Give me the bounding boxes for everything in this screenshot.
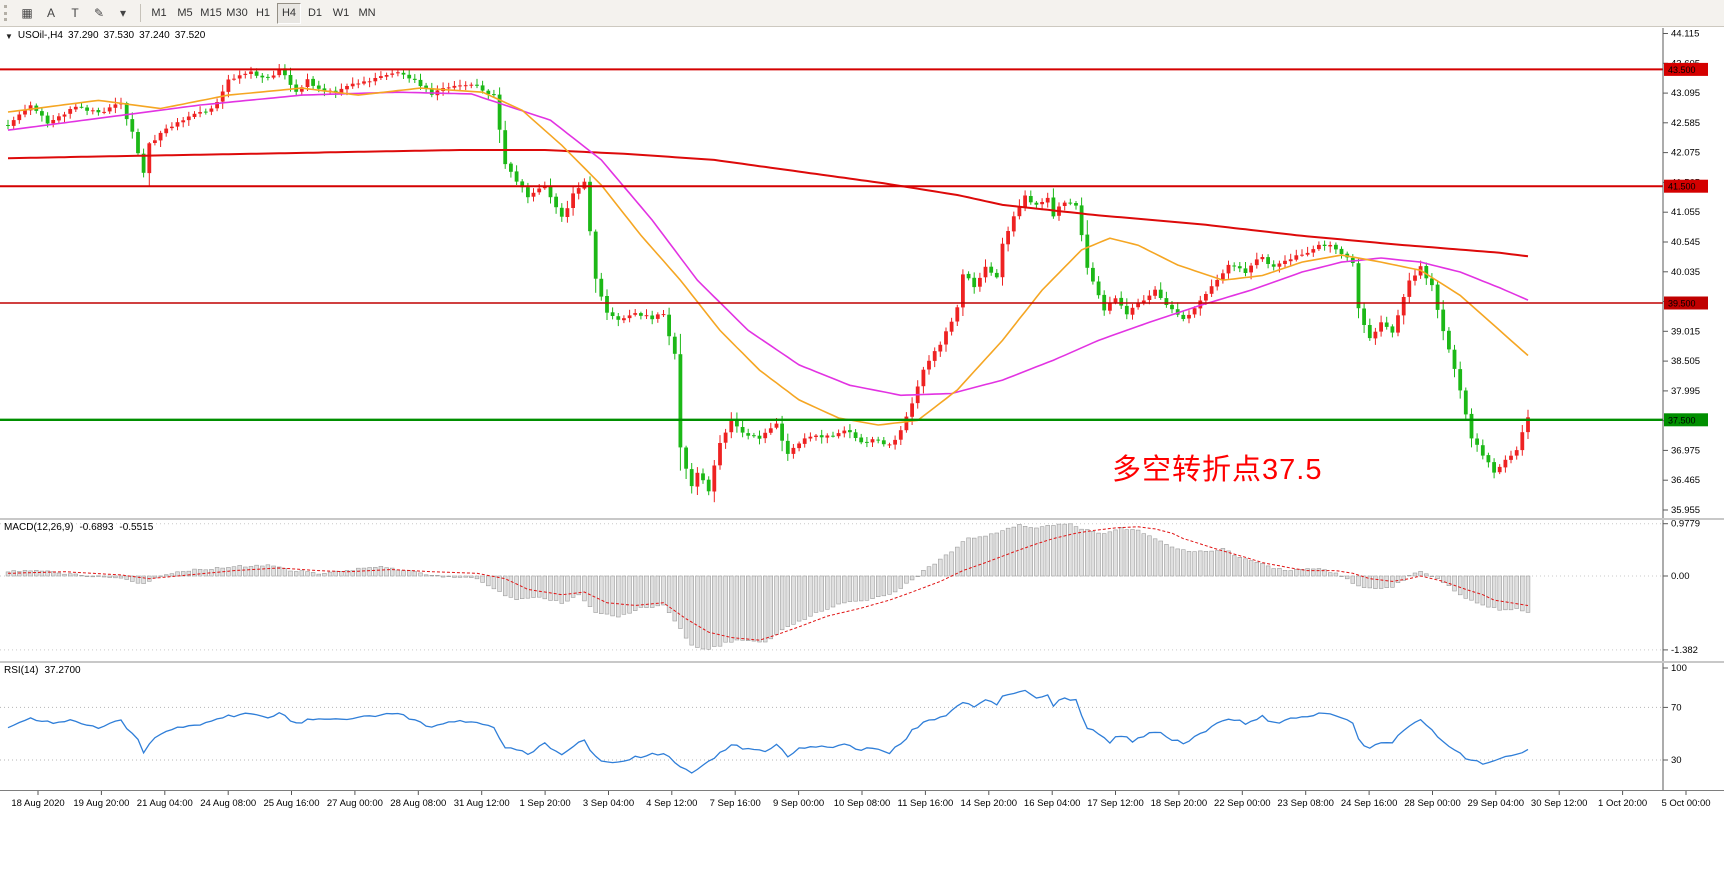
svg-text:14 Sep 20:00: 14 Sep 20:00 [961,798,1018,809]
svg-text:9 Sep 00:00: 9 Sep 00:00 [773,798,824,809]
rsi-indicator-chart[interactable]: 100 70 30 [0,663,1724,790]
svg-text:70: 70 [1671,702,1682,713]
macd-main-value: -0.6893 [79,522,114,533]
timeframe-button-h4[interactable]: H4 [277,2,301,24]
svg-text:36.465: 36.465 [1671,475,1700,486]
macd-signal-value: -0.5515 [119,522,154,533]
timeframe-button-m15[interactable]: M15 [200,6,222,19]
svg-text:29 Sep 04:00: 29 Sep 04:00 [1468,798,1525,809]
candlestick-chart[interactable]: 44.11543.60543.09542.58542.07541.56541.0… [0,28,1724,518]
svg-text:41.500: 41.500 [1668,182,1696,192]
svg-text:100: 100 [1671,663,1687,674]
svg-text:0.00: 0.00 [1671,571,1690,582]
svg-text:27 Aug 00:00: 27 Aug 00:00 [327,798,383,809]
macd-indicator-chart[interactable]: 0.9779 0.00 -1.382 [0,520,1724,661]
macd-title: MACD(12,26,9) [4,522,74,533]
symbol-label: USOil-,H4 [17,30,63,41]
high-value: 37.530 [103,30,135,41]
price-chart-panel[interactable]: 44.11543.60543.09542.58542.07541.56541.0… [0,28,1724,518]
low-value: 37.240 [139,30,170,41]
svg-text:18 Aug 2020: 18 Aug 2020 [11,798,64,809]
svg-text:24 Sep 16:00: 24 Sep 16:00 [1341,798,1398,809]
svg-text:44.115: 44.115 [1671,29,1699,40]
timeframe-button-group: M1 M5 M15 M30 H1 H4 D1 W1 MN [146,2,380,24]
svg-text:19 Aug 20:00: 19 Aug 20:00 [73,798,129,809]
rsi-title: RSI(14) [4,665,39,676]
svg-text:37.995: 37.995 [1671,386,1700,397]
svg-text:38.505: 38.505 [1671,356,1700,367]
svg-text:7 Sep 16:00: 7 Sep 16:00 [710,798,761,809]
pivot-annotation[interactable]: 多空转折点37.5 [1112,454,1323,486]
chart-header: ▼ USOil-,H4 37.290 37.530 37.240 37.520 [5,30,205,43]
svg-text:4 Sep 12:00: 4 Sep 12:00 [646,798,697,809]
svg-text:35.955: 35.955 [1671,505,1700,516]
svg-text:0.9779: 0.9779 [1671,520,1700,530]
svg-text:42.075: 42.075 [1671,148,1700,159]
svg-text:21 Aug 04:00: 21 Aug 04:00 [137,798,193,809]
svg-text:37.500: 37.500 [1668,415,1696,425]
panel-separator[interactable] [0,661,1724,663]
text-tool-icon[interactable]: T [71,6,79,20]
collapse-arrow-icon[interactable]: ▼ [5,32,13,41]
svg-text:43.500: 43.500 [1668,65,1696,75]
macd-label: MACD(12,26,9) -0.6893 -0.5515 [4,522,153,533]
svg-text:31 Aug 12:00: 31 Aug 12:00 [454,798,510,809]
timeframe-button-m1[interactable]: M1 [151,6,167,19]
draw-tools-icon[interactable]: ✎ [93,6,105,20]
svg-text:28 Aug 08:00: 28 Aug 08:00 [390,798,446,809]
chart-window-icon[interactable]: ▦ [21,6,33,20]
toolbar-separator [140,4,141,22]
svg-text:36.975: 36.975 [1671,445,1700,456]
svg-text:1 Oct 20:00: 1 Oct 20:00 [1598,798,1647,809]
svg-text:40.035: 40.035 [1671,267,1700,278]
svg-text:39.500: 39.500 [1668,299,1696,309]
dropdown-caret-icon[interactable]: ▾ [119,6,127,20]
svg-text:11 Sep 16:00: 11 Sep 16:00 [897,798,953,809]
svg-text:3 Sep 04:00: 3 Sep 04:00 [583,798,634,809]
toolbar-grip[interactable] [4,5,11,21]
svg-text:-1.382: -1.382 [1671,645,1698,656]
svg-text:10 Sep 08:00: 10 Sep 08:00 [834,798,891,809]
svg-text:22 Sep 00:00: 22 Sep 00:00 [1214,798,1271,809]
open-value: 37.290 [67,30,99,41]
svg-text:17 Sep 12:00: 17 Sep 12:00 [1087,798,1144,809]
panel-separator[interactable] [0,518,1724,520]
svg-text:43.095: 43.095 [1671,88,1700,99]
svg-text:39.015: 39.015 [1671,326,1700,337]
time-axis[interactable]: 18 Aug 2020 19 Aug 20:00 21 Aug 04:00 24 Au… [0,790,1724,814]
svg-text:24 Aug 08:00: 24 Aug 08:00 [200,798,256,809]
toolbar: ▦ A T ✎ ▾ M1 M5 M15 M30 H1 H4 D1 W1 MN [0,0,1724,27]
svg-text:30: 30 [1671,755,1682,766]
svg-text:41.055: 41.055 [1671,207,1700,218]
timeframe-button-d1[interactable]: D1 [307,6,323,19]
svg-text:40.545: 40.545 [1671,237,1700,248]
svg-text:42.585: 42.585 [1671,118,1700,129]
svg-text:16 Sep 04:00: 16 Sep 04:00 [1024,798,1081,809]
timeframe-button-m5[interactable]: M5 [177,6,193,19]
rsi-label: RSI(14) 37.2700 [4,665,81,676]
svg-text:18 Sep 20:00: 18 Sep 20:00 [1151,798,1208,809]
time-axis-labels: 18 Aug 2020 19 Aug 20:00 21 Aug 04:00 24 Au… [11,791,1711,809]
timeframe-button-m30[interactable]: M30 [226,6,248,19]
svg-text:23 Sep 08:00: 23 Sep 08:00 [1277,798,1334,809]
rsi-value: 37.2700 [44,665,81,676]
timeframe-button-w1[interactable]: W1 [332,6,350,19]
toolbar-icon-group: ▦ A T ✎ ▾ [15,2,135,24]
timeframe-button-mn[interactable]: MN [358,6,376,19]
timeframe-button-h1[interactable]: H1 [255,6,271,19]
close-value: 37.520 [174,30,206,41]
svg-text:25 Aug 16:00: 25 Aug 16:00 [264,798,320,809]
rsi-panel[interactable]: 100 70 30 RSI(14) 37.2700 [0,663,1724,790]
svg-text:28 Sep 00:00: 28 Sep 00:00 [1404,798,1461,809]
svg-text:5 Oct 00:00: 5 Oct 00:00 [1661,798,1710,809]
svg-text:30 Sep 12:00: 30 Sep 12:00 [1531,798,1588,809]
macd-panel[interactable]: 0.9779 0.00 -1.382 MACD(12,26,9) -0.6893 -… [0,520,1724,661]
text-label-a-icon[interactable]: A [46,6,55,20]
svg-text:1 Sep 20:00: 1 Sep 20:00 [519,798,570,809]
